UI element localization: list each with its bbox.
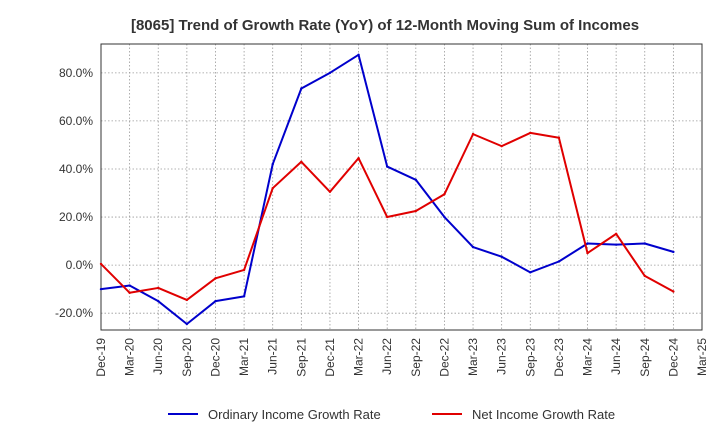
data-point (214, 277, 217, 280)
x-tick-label: Mar-23 (466, 338, 480, 376)
data-point (500, 144, 503, 148)
data-point (328, 71, 332, 75)
data-point (99, 287, 103, 291)
data-point (414, 178, 418, 181)
data-point (185, 322, 189, 326)
data-point (586, 242, 589, 245)
plot-background (101, 44, 702, 330)
data-point (414, 209, 418, 213)
x-tick-label: Jun-24 (609, 338, 623, 375)
data-point (385, 215, 389, 219)
y-tick-label: 20.0% (59, 210, 93, 224)
x-tick-label: Jun-22 (380, 338, 394, 375)
plot-frame (100, 43, 703, 331)
y-tick-label: 60.0% (59, 114, 93, 128)
x-tick-label: Mar-21 (237, 338, 251, 376)
data-point (271, 187, 274, 190)
x-tick-label: Mar-25 (695, 338, 709, 376)
x-tick-label: Mar-20 (123, 338, 137, 376)
x-tick-label: Dec-23 (552, 338, 566, 377)
data-point (586, 251, 589, 255)
y-tick-label: -20.0% (55, 306, 93, 320)
x-tick-label: Sep-20 (180, 338, 194, 377)
data-point (643, 274, 646, 278)
chart-title: [8065] Trend of Growth Rate (YoY) of 12-… (131, 17, 639, 34)
data-point (557, 260, 561, 263)
x-tick-label: Dec-19 (94, 338, 108, 377)
x-tick-label: Dec-20 (208, 338, 222, 377)
data-point (357, 156, 360, 160)
x-tick-label: Dec-24 (666, 338, 680, 377)
data-point (672, 290, 675, 293)
data-point (529, 131, 532, 135)
x-tick-label: Sep-24 (638, 338, 652, 377)
data-point (300, 87, 303, 90)
y-tick-label: 0.0% (66, 258, 94, 272)
data-point (271, 162, 274, 166)
x-tick-label: Jun-21 (266, 338, 280, 375)
data-point (128, 284, 131, 287)
x-tick-label: Dec-22 (437, 338, 451, 377)
x-tick-label: Mar-24 (581, 338, 595, 376)
data-point (471, 132, 475, 136)
x-tick-label: Mar-22 (352, 338, 366, 376)
data-point (157, 286, 160, 290)
data-point (614, 243, 618, 246)
data-point (242, 295, 246, 298)
x-tick-label: Jun-20 (151, 338, 165, 375)
data-point (529, 271, 532, 274)
data-point (557, 136, 561, 139)
y-tick-label: 40.0% (59, 162, 93, 176)
data-point (300, 160, 303, 163)
plot-area: -20.0% 0.0% 20.0% 40.0% 60.0% 80.0% Dec-19 Mar-… (55, 43, 709, 377)
data-point (614, 232, 618, 236)
data-point (443, 215, 446, 219)
data-point (214, 299, 217, 303)
data-point (672, 250, 675, 254)
data-point (242, 268, 246, 272)
x-tick-label: Jun-23 (495, 338, 509, 375)
data-point (500, 255, 503, 258)
data-point (157, 299, 160, 303)
x-tick-label: Sep-21 (294, 338, 308, 377)
data-point (357, 53, 360, 57)
data-point (443, 193, 446, 196)
legend-label: Net Income Growth Rate (472, 407, 615, 422)
x-tick-label: Sep-22 (409, 338, 423, 377)
legend: Ordinary Income Growth Rate Net Income Gr… (168, 407, 615, 422)
data-point (328, 190, 332, 194)
data-point (128, 291, 131, 294)
legend-label: Ordinary Income Growth Rate (208, 407, 381, 422)
data-point (385, 165, 389, 168)
x-tick-label: Dec-21 (323, 338, 337, 377)
data-point (471, 245, 475, 249)
data-point (99, 262, 103, 266)
data-point (643, 242, 646, 245)
y-tick-label: 80.0% (59, 66, 93, 80)
data-point (185, 298, 189, 302)
x-tick-label: Sep-23 (523, 338, 537, 377)
